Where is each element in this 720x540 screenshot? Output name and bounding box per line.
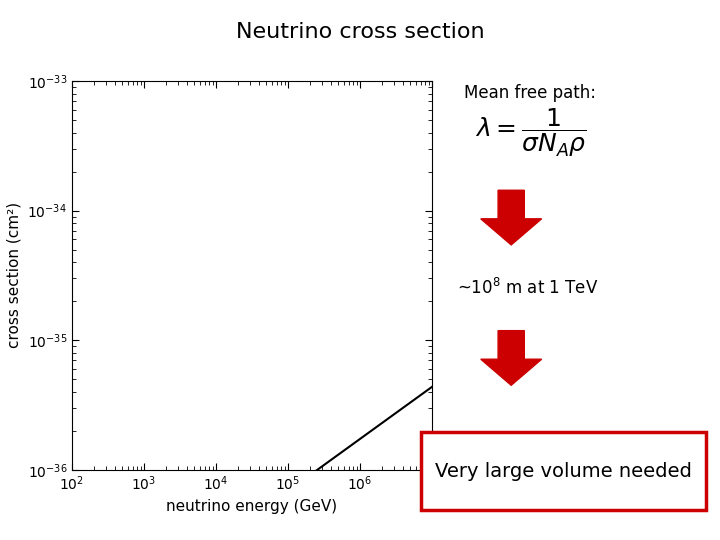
Text: $\lambda = \dfrac{1}{\sigma N_A \rho}$: $\lambda = \dfrac{1}{\sigma N_A \rho}$ [475, 106, 587, 159]
Text: ~10$^8$ m at 1 TeV: ~10$^8$ m at 1 TeV [457, 278, 598, 298]
Text: Mean free path:: Mean free path: [464, 84, 596, 102]
Text: Neutrino cross section: Neutrino cross section [235, 22, 485, 42]
FancyArrow shape [481, 330, 541, 386]
X-axis label: neutrino energy (GeV): neutrino energy (GeV) [166, 499, 338, 514]
Text: Very large volume needed: Very large volume needed [435, 462, 692, 481]
FancyArrow shape [481, 190, 541, 245]
Y-axis label: cross section (cm²): cross section (cm²) [7, 202, 22, 348]
